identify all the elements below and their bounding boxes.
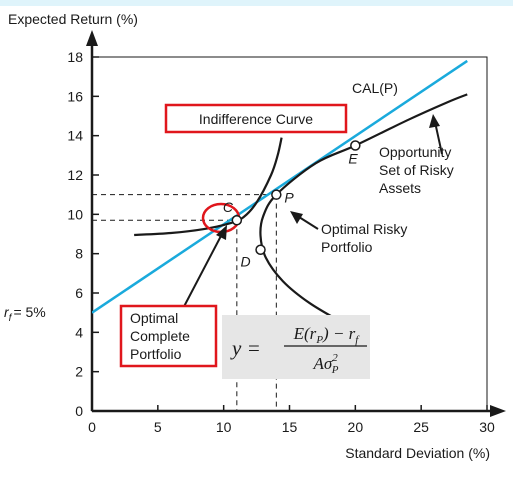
optimal-risky-arrow-line: [298, 216, 319, 230]
opportunity-label-2: Set of Risky: [379, 162, 454, 178]
y-tick-label: 8: [75, 246, 83, 262]
point-e: [350, 140, 361, 151]
y-tick-label: 6: [75, 285, 83, 301]
cal-line: [92, 59, 468, 314]
point-p: [271, 189, 282, 200]
optimal-complete-box: [119, 304, 218, 368]
indifference-curve-label: Indifference Curve: [199, 111, 313, 127]
formula-box: [222, 315, 370, 379]
y-tick-label: 0: [75, 403, 83, 419]
x-tick-label: 10: [216, 419, 232, 435]
optimal-complete-arrow-head: [216, 225, 227, 240]
optimal-complete-label-3: Portfolio: [130, 346, 182, 362]
optimal-risky-label-1: Optimal Risky: [321, 221, 407, 237]
formula-numerator: E(rP) − rf: [293, 324, 361, 346]
y-tick-label: 10: [67, 206, 83, 222]
optimal-complete-label-1: Optimal: [130, 310, 178, 326]
y-tick-label: 12: [67, 167, 83, 183]
opportunity-set-curve: [259, 93, 468, 324]
y-tick-label: 14: [67, 128, 83, 144]
point-d: [255, 244, 266, 255]
top-band: [0, 0, 513, 6]
opportunity-arrow-line: [434, 121, 443, 155]
x-tick-label: 20: [348, 419, 364, 435]
point-label-d: D: [241, 254, 251, 270]
y-axis-label: Expected Return (%): [8, 11, 138, 27]
x-tick-label: 15: [282, 419, 298, 435]
x-tick-label: 5: [154, 419, 162, 435]
y-tick-label: 16: [67, 88, 83, 104]
x-axis-label: Standard Deviation (%): [345, 445, 490, 461]
cal-label: CAL(P): [352, 80, 398, 96]
point-label-p: P: [284, 190, 294, 206]
optimal-risky-label-2: Portfolio: [321, 239, 373, 255]
y-tick-label: 2: [75, 364, 83, 380]
y-tick-label: 4: [75, 324, 83, 340]
optimal-complete-arrow-line: [177, 233, 223, 319]
opportunity-arrow-head: [429, 114, 440, 128]
x-tick-label: 30: [479, 419, 495, 435]
indifference-curve: [134, 137, 283, 237]
chart-lines: [92, 59, 468, 324]
y-axis-arrow: [86, 30, 98, 46]
x-tick-label: 0: [88, 419, 96, 435]
optimal-complete-label-2: Complete: [130, 328, 190, 344]
point-label-e: E: [348, 151, 358, 167]
chart-points: C P E D: [223, 140, 361, 270]
x-axis-arrow: [490, 405, 506, 417]
x-tick-label: 25: [413, 419, 429, 435]
rf-label: rf = 5%: [4, 304, 46, 324]
indifference-curve-box: [164, 103, 348, 134]
point-c: [231, 214, 243, 226]
opportunity-label-1: Opportunity: [379, 144, 451, 160]
opportunity-label-3: Assets: [379, 180, 421, 196]
point-label-c: C: [223, 199, 234, 215]
formula-denominator: Aσ2 P: [312, 352, 338, 376]
optimal-risky-arrow-head: [290, 211, 303, 224]
y-tick-label: 18: [67, 49, 83, 65]
axis-ticks: 0 5 10 15 20 25 30 0 2 4 6 8 10 12 14 16 18: [67, 49, 495, 435]
formula-lhs: y =: [230, 336, 261, 360]
